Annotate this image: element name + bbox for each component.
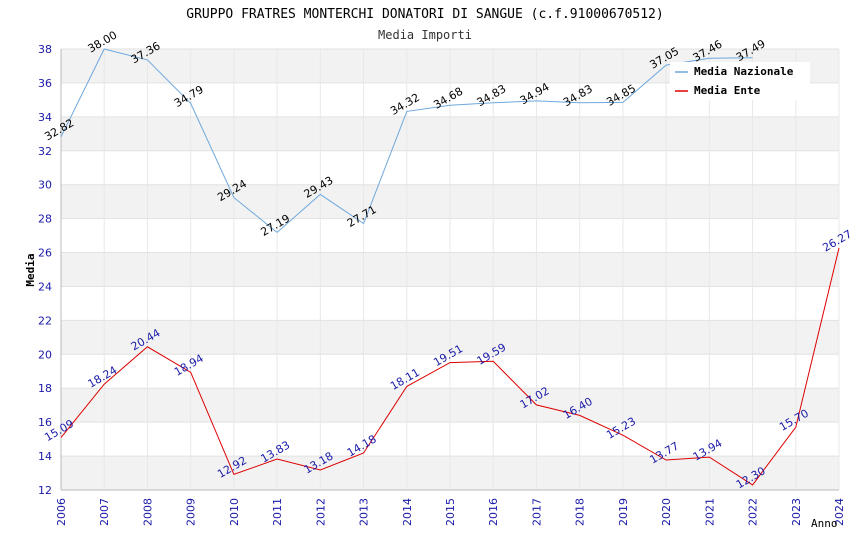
y-tick-label: 32 — [38, 145, 52, 158]
y-tick-label: 14 — [38, 450, 52, 463]
y-tick-label: 12 — [38, 484, 52, 497]
axes — [60, 49, 839, 491]
x-tick-label: 2021 — [703, 498, 716, 526]
x-tick-label: 2019 — [617, 498, 630, 526]
chart-subtitle: Media Importi — [378, 28, 472, 42]
x-axis-label: Anno — [811, 517, 838, 530]
legend-box — [670, 62, 810, 100]
x-tick-label: 2020 — [660, 498, 673, 526]
x-tick-label: 2011 — [271, 498, 284, 526]
y-tick-label: 30 — [38, 179, 52, 192]
x-tick-label: 2023 — [790, 498, 803, 526]
y-tick-label: 38 — [38, 43, 52, 56]
data-label-media-nazionale: 34.79 — [172, 83, 206, 110]
series-line-media-ente — [60, 247, 840, 486]
x-tick-label: 2014 — [401, 498, 414, 526]
x-tick-label: 2013 — [358, 498, 371, 526]
y-tick-label: 20 — [38, 348, 52, 361]
y-tick-labels: 12 14 16 18 20 22 24 26 28 30 32 34 36 38 — [38, 43, 52, 497]
data-label-media-nazionale: 34.83 — [561, 82, 595, 109]
y-tick-label: 36 — [38, 77, 52, 90]
series-line-media-nazionale — [60, 48, 753, 234]
y-tick-label: 22 — [38, 314, 52, 327]
x-tick-label: 2024 — [833, 498, 846, 526]
y-axis-label: Media — [24, 253, 37, 286]
x-tick-label: 2007 — [98, 498, 111, 526]
legend-entry-media-ente: Media Ente — [694, 84, 761, 97]
series-lines — [60, 48, 840, 486]
x-tick-label: 2022 — [747, 498, 760, 526]
data-label-media-ente: 18.94 — [172, 352, 206, 379]
x-tick-label: 2015 — [444, 498, 457, 526]
x-tick-label: 2008 — [141, 498, 154, 526]
x-tick-label: 2017 — [530, 498, 543, 526]
data-label-media-nazionale: 34.68 — [431, 85, 465, 112]
data-label-media-nazionale: 34.94 — [518, 80, 552, 107]
y-tick-label: 34 — [38, 111, 52, 124]
legend: Media Nazionale Media Ente — [670, 62, 810, 100]
chart-title: GRUPPO FRATRES MONTERCHI DONATORI DI SAN… — [186, 7, 663, 22]
data-label-media-nazionale: 34.83 — [475, 82, 509, 109]
x-tick-label: 2006 — [55, 498, 68, 526]
data-label-media-nazionale: 34.32 — [388, 91, 422, 118]
x-tick-label: 2010 — [228, 498, 241, 526]
y-tick-label: 28 — [38, 213, 52, 226]
x-tick-label: 2016 — [487, 498, 500, 526]
x-tick-labels: 2006 2007 2008 2009 2010 2011 2012 2013 2014 2015… — [55, 498, 846, 526]
x-tick-label: 2012 — [314, 498, 327, 526]
y-tick-label: 16 — [38, 416, 52, 429]
y-tick-label: 24 — [38, 280, 52, 293]
y-tick-label: 26 — [38, 247, 52, 260]
y-tick-label: 18 — [38, 382, 52, 395]
data-label-media-ente: 14.18 — [345, 432, 379, 459]
x-tick-label: 2018 — [574, 498, 587, 526]
x-tick-label: 2009 — [185, 498, 198, 526]
data-label-media-ente: 26.27 — [820, 227, 850, 254]
data-label-media-nazionale: 34.85 — [604, 82, 638, 109]
legend-entry-media-nazionale: Media Nazionale — [694, 65, 794, 78]
